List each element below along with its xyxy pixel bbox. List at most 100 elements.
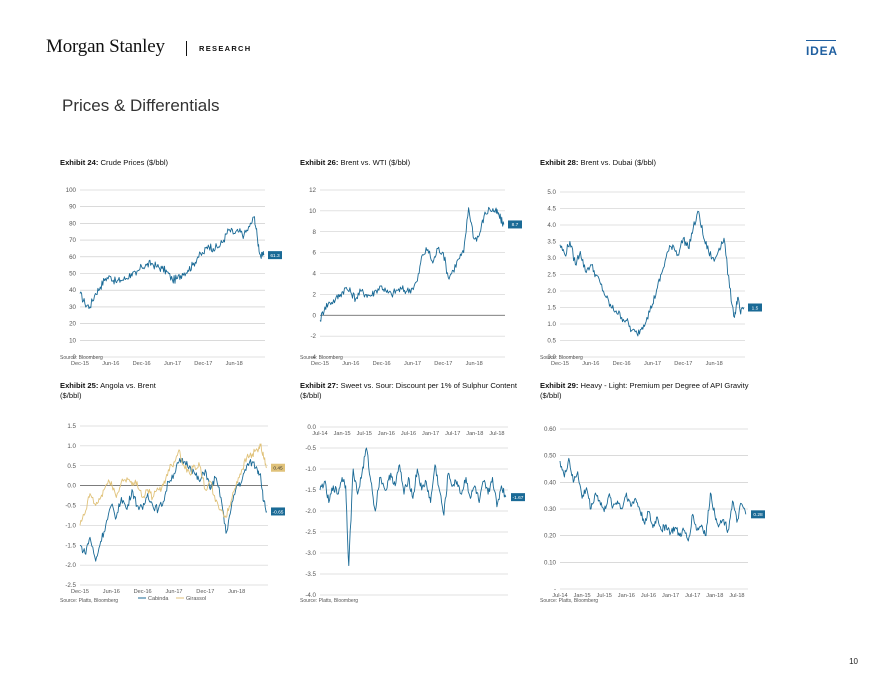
series-line-main <box>319 206 505 322</box>
y-tick-label: 40 <box>69 287 76 294</box>
y-tick-label: 4.0 <box>547 222 556 229</box>
exhibit-title: Exhibit 28: Brent vs. Dubai ($/bbl) <box>540 158 770 168</box>
x-tick-label: Jun-18 <box>226 361 243 367</box>
y-tick-label: 1.0 <box>547 321 556 328</box>
y-tick-label: 0.20 <box>544 533 557 540</box>
y-tick-label: 3.5 <box>547 239 556 246</box>
chart-svg: - 0.10 0.20 0.30 0.40 0.50 0.60 Jul-14 Jan-15 Jul… <box>544 426 765 599</box>
x-tick-label: Jul-17 <box>445 431 460 437</box>
y-tick-label: -4 <box>310 354 316 361</box>
y-tick-label: 0.0 <box>67 483 76 490</box>
x-tick-label: Jul-14 <box>312 431 327 437</box>
x-tick-label: Jan-18 <box>706 593 723 599</box>
y-tick-label: 0.0 <box>547 354 556 361</box>
x-tick-label: Dec-15 <box>311 361 329 367</box>
x-tick-label: Jun-17 <box>165 589 182 595</box>
y-tick-label: 1.0 <box>67 443 76 450</box>
end-value-box <box>511 493 525 502</box>
chart-panel-ex25: Exhibit 25: Angola vs. Brent ($/bbl) -2.5-… <box>60 381 290 606</box>
chart-source: Source: Platts, Bloomberg <box>60 598 119 604</box>
chart-title-units: ($/bbl) <box>60 391 82 400</box>
x-tick-label: Dec-16 <box>133 361 151 367</box>
chart-title-units: ($/bbl) <box>300 391 322 400</box>
end-value-box <box>271 463 285 472</box>
x-tick-label: Jul-15 <box>357 431 372 437</box>
y-tick-label: 2.0 <box>547 288 556 295</box>
chart-svg: -2.5 -2.0 -1.5 -1.0 -0.5 0.0 0.5 1.0 1.5 Dec-15 Ju… <box>65 423 285 602</box>
y-tick-label: -2 <box>310 333 316 340</box>
y-tick-label: -1.0 <box>305 466 316 473</box>
series-line-main <box>559 210 745 337</box>
research-label: RESEARCH <box>199 44 252 53</box>
series-line-girassol <box>79 443 267 526</box>
x-tick-label: Jun-17 <box>404 361 421 367</box>
y-tick-label: 0.10 <box>544 559 557 566</box>
end-value-box <box>508 220 522 229</box>
x-tick-label: Jan-15 <box>334 431 351 437</box>
x-tick-label: Jul-17 <box>685 593 700 599</box>
x-tick-label: Jun-17 <box>644 361 661 367</box>
x-tick-label: Jul-16 <box>401 431 416 437</box>
y-tick-label: 0 <box>73 354 77 361</box>
y-tick-label: 0.40 <box>544 479 557 486</box>
chart-source: Source: Bloomberg <box>540 355 583 361</box>
end-value-box <box>751 510 765 519</box>
x-tick-label: Dec-16 <box>613 361 631 367</box>
exhibit-title: Exhibit 27: Sweet vs. Sour: Discount per… <box>300 381 530 401</box>
end-value-label: 0.28 <box>753 512 763 518</box>
chart-title: Angola vs. Brent <box>98 381 156 390</box>
y-tick-label: 6 <box>313 250 317 257</box>
y-tick-label: 0.5 <box>67 463 76 470</box>
x-tick-label: Jan-17 <box>662 593 679 599</box>
y-tick-label: 3.0 <box>547 255 556 262</box>
y-tick-label: 12 <box>309 187 316 194</box>
x-tick-label: Jan-17 <box>422 431 439 437</box>
x-tick-label: Dec-15 <box>71 589 89 595</box>
y-tick-label: -3.5 <box>305 571 316 578</box>
y-tick-label: - <box>554 586 556 593</box>
idea-tag: IDEA <box>806 44 838 58</box>
x-tick-label: Jun-17 <box>164 361 181 367</box>
y-tick-label: 0.30 <box>544 506 557 513</box>
x-tick-label: Dec-17 <box>196 589 214 595</box>
chart-panel-ex27: Exhibit 27: Sweet vs. Sour: Discount per… <box>300 381 530 606</box>
y-tick-label: 0.50 <box>544 453 557 460</box>
legend-label: Cabinda <box>148 596 169 602</box>
chart-title: Brent vs. Dubai ($/bbl) <box>578 158 657 167</box>
x-tick-label: Jan-15 <box>574 593 591 599</box>
x-tick-label: Jun-18 <box>228 589 245 595</box>
chart-title: Heavy - Light: Premium per Degree of API… <box>578 381 749 390</box>
x-tick-label: Jan-18 <box>466 431 483 437</box>
x-tick-label: Jul-14 <box>552 593 567 599</box>
y-tick-label: -2.0 <box>65 562 76 569</box>
end-value-label: -1.67 <box>513 495 524 501</box>
chart-title: Brent vs. WTI ($/bbl) <box>338 158 411 167</box>
page-title: Prices & Differentials <box>62 96 220 115</box>
chart-svg: 0.0 0.5 1.0 1.5 2.0 2.5 3.0 3.5 4.0 4.5 5.0 Dec-15 J… <box>547 189 762 367</box>
y-tick-label: 2.5 <box>547 272 556 279</box>
x-tick-label: Jun-18 <box>706 361 723 367</box>
x-tick-label: Jul-16 <box>641 593 656 599</box>
chart-source: Source: Platts, Bloomberg <box>540 598 599 604</box>
x-tick-label: Jul-18 <box>729 593 744 599</box>
y-tick-label: -2.5 <box>65 582 76 589</box>
y-tick-label: -0.5 <box>65 503 76 510</box>
legend-label: Girassol <box>186 596 206 602</box>
chart-svg: 0 10 20 30 40 50 60 70 80 90 100 Dec-15 Jun-16 Dec-16… <box>66 187 282 367</box>
idea-rule <box>806 40 836 41</box>
exhibit-title: Exhibit 29: Heavy - Light: Premium per D… <box>540 381 770 401</box>
y-tick-label: 50 <box>69 271 76 278</box>
end-value-label: -0.65 <box>273 509 284 515</box>
y-tick-label: -2.0 <box>305 508 316 515</box>
end-value-box <box>748 303 762 312</box>
exhibit-number: Exhibit 27: <box>300 381 339 390</box>
chart-title: Crude Prices ($/bbl) <box>98 158 169 167</box>
exhibit-number: Exhibit 24: <box>60 158 99 167</box>
series-line-main <box>559 457 747 542</box>
x-tick-label: Dec-17 <box>434 361 452 367</box>
x-tick-label: Dec-17 <box>674 361 692 367</box>
x-tick-label: Jul-15 <box>597 593 612 599</box>
y-tick-label: 70 <box>69 237 76 244</box>
chart-svg: -4.0-3.5-3.0-2.5-2.0-1.5-1.0-0.50.0Jul-1… <box>305 424 525 599</box>
y-tick-label: 2 <box>313 291 317 298</box>
